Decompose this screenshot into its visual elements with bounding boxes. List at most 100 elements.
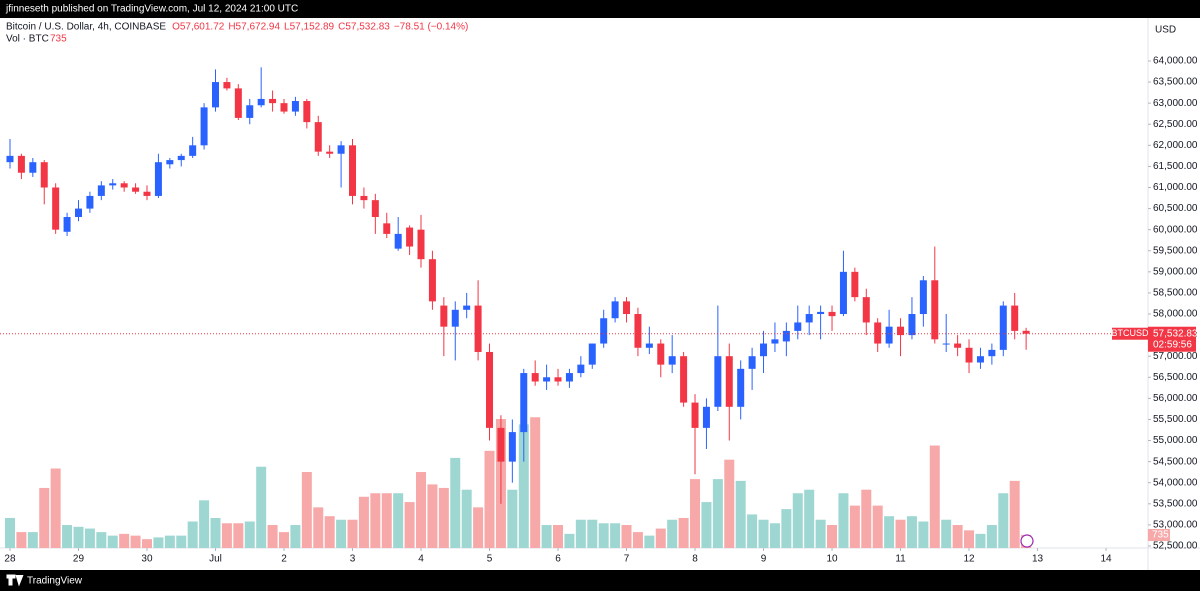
candle-body	[942, 343, 950, 345]
candle-body	[1011, 305, 1019, 331]
ohlc-label: C57,532.83	[338, 22, 390, 33]
volume-bar	[461, 489, 472, 548]
volume-tag-label: 735	[1152, 530, 1169, 541]
candle-body	[371, 200, 379, 218]
candle-body	[828, 311, 836, 317]
candle-body	[725, 356, 733, 407]
candle-body	[531, 373, 539, 382]
volume-bar	[73, 526, 84, 548]
candle-body	[132, 187, 140, 192]
candle-body	[714, 356, 722, 407]
candle-body	[143, 191, 151, 196]
candle-body	[748, 356, 756, 369]
x-tick-label: Jul	[209, 554, 222, 565]
volume-bar	[507, 489, 518, 548]
candle-body	[257, 98, 265, 106]
candle-body	[63, 217, 71, 232]
volume-bar	[84, 528, 95, 548]
y-tick-label: 56,000.00	[1153, 393, 1198, 404]
price-tag	[1148, 326, 1196, 352]
candle-body	[474, 305, 482, 352]
x-tick-label: 30	[141, 554, 153, 565]
volume-bar	[96, 532, 107, 548]
y-tick-label: 63,000.00	[1153, 98, 1198, 109]
x-tick-label: 7	[624, 554, 630, 565]
y-tick-label: 58,500.00	[1153, 288, 1198, 299]
volume-bar	[553, 525, 564, 548]
volume-bar	[164, 535, 175, 548]
y-tick-label: 56,500.00	[1153, 372, 1198, 383]
candle-body	[577, 364, 585, 374]
candle-body	[463, 305, 471, 310]
volume-bar	[358, 496, 369, 548]
volume-bar	[199, 500, 210, 548]
candle-body	[680, 356, 688, 403]
candle-body	[565, 373, 573, 382]
volume-bar	[484, 450, 495, 548]
volume-bar	[233, 523, 244, 548]
candle-body	[588, 343, 596, 365]
alert-icon[interactable]	[1020, 534, 1034, 548]
candle-body	[645, 343, 653, 348]
candle-body	[1022, 330, 1030, 334]
volume-bar	[301, 472, 312, 548]
candle-body	[874, 322, 882, 344]
candle-body	[234, 88, 242, 118]
x-tick-label: 11	[895, 554, 906, 565]
candle-body	[326, 151, 334, 154]
volume-bar	[1009, 480, 1020, 548]
y-tick-label: 62,500.00	[1153, 119, 1198, 130]
candle-body	[623, 301, 631, 315]
candle-body	[691, 402, 699, 428]
volume-bar	[747, 514, 758, 548]
volume-bar	[827, 525, 838, 548]
candle-body	[817, 311, 825, 315]
volume-bar	[655, 528, 666, 548]
candle-body	[543, 377, 551, 382]
volume-bar	[27, 532, 38, 548]
candle-body	[988, 349, 996, 357]
candle-body	[440, 305, 448, 327]
y-tick-label: 59,000.00	[1153, 266, 1198, 277]
candle-body	[600, 318, 608, 344]
volume-bar	[644, 535, 655, 548]
volume-bar	[849, 505, 860, 548]
candle-body	[668, 356, 676, 365]
volume-bar	[895, 519, 906, 548]
volume-bar	[610, 523, 621, 548]
volume-bar	[347, 519, 358, 548]
ohlc-label: O57,601.72	[172, 22, 225, 33]
x-tick-label: 12	[963, 554, 975, 565]
currency: USD	[1155, 25, 1176, 36]
volume-bar	[210, 517, 221, 548]
ticker: BTCUSD	[1111, 328, 1149, 338]
volume-bar	[16, 532, 27, 548]
top-bar	[0, 0, 1200, 18]
volume-bar	[256, 466, 267, 548]
candle-body	[154, 162, 162, 196]
volume-bar	[50, 468, 61, 548]
volume-bar	[667, 519, 678, 548]
volume-bar	[404, 502, 415, 548]
candle-body	[737, 368, 745, 407]
volume-bar	[119, 533, 130, 548]
y-tick-label: 61,000.00	[1153, 182, 1198, 193]
candle-body	[314, 122, 322, 152]
x-tick-label: 28	[4, 554, 16, 565]
volume-tag	[1148, 529, 1170, 542]
x-tick-label: 4	[418, 554, 424, 565]
x-tick-label: 10	[826, 554, 838, 565]
ohlc-label: H57,672.94	[228, 22, 280, 33]
candle-body	[657, 343, 665, 365]
volume-bar	[324, 516, 335, 548]
candle-body	[486, 351, 494, 428]
y-tick-label: 52,500.00	[1153, 541, 1198, 552]
y-tick-label: 54,000.00	[1153, 477, 1198, 488]
volume-bar	[4, 517, 15, 548]
candle-body	[337, 145, 345, 154]
volume-bar	[153, 537, 164, 548]
y-tick-label: 57,000.00	[1153, 351, 1198, 362]
candle-body	[839, 271, 847, 315]
y-tick-label: 61,500.00	[1153, 161, 1198, 172]
